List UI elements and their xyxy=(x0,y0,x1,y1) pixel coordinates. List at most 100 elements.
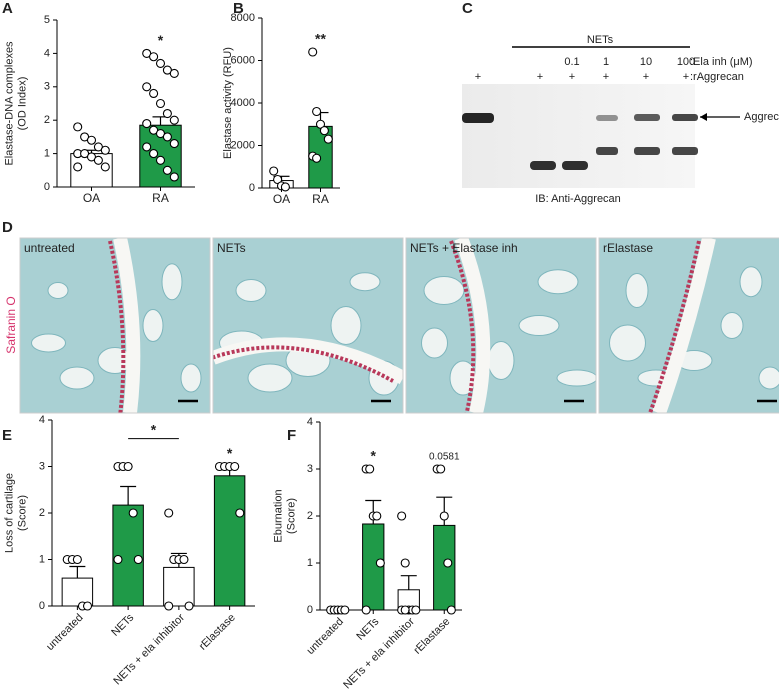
x-tick-label: untreated xyxy=(305,616,346,657)
marrow-space xyxy=(487,341,515,380)
data-point xyxy=(128,508,138,518)
joint-space xyxy=(454,238,491,413)
data-point xyxy=(375,558,385,568)
y-tick-label: 4 xyxy=(307,416,313,428)
data-point xyxy=(164,601,174,611)
data-point xyxy=(100,145,110,155)
blot-row-label: :rAggrecan xyxy=(690,71,744,83)
marrow-space xyxy=(330,306,362,345)
data-point xyxy=(230,461,240,472)
cartilage-edge xyxy=(213,345,394,383)
lane-conc: 1 xyxy=(603,56,609,68)
data-point xyxy=(149,52,159,62)
y-tick-label: 6000 xyxy=(231,54,255,66)
data-point xyxy=(169,139,179,149)
data-point xyxy=(411,605,421,615)
panel-label: F xyxy=(287,427,296,444)
data-point xyxy=(149,88,159,99)
image-border xyxy=(212,237,404,414)
data-point xyxy=(372,511,382,521)
cartilage-edge xyxy=(449,240,476,413)
marrow-space xyxy=(247,363,293,393)
y-axis-label: Loss of cartilage(Score) xyxy=(3,473,28,553)
data-point xyxy=(100,162,110,172)
data-point xyxy=(184,601,194,611)
x-tick-label: NETs xyxy=(109,611,136,638)
lane-mark: + xyxy=(603,71,609,83)
data-point xyxy=(72,554,82,565)
blot-bands xyxy=(462,113,698,170)
y-tick-label: 3 xyxy=(307,463,313,475)
data-point xyxy=(340,605,350,615)
bar xyxy=(213,475,246,607)
data-point xyxy=(400,558,410,568)
y-tick-label: 0 xyxy=(39,600,45,612)
blot-membrane xyxy=(462,84,695,188)
marrow-space xyxy=(609,324,646,362)
data-point xyxy=(439,511,449,521)
marrow-space xyxy=(142,309,164,342)
data-point xyxy=(443,558,453,568)
marrow-space xyxy=(625,273,649,308)
marrow-space xyxy=(720,312,744,339)
y-axis-label-line: Elastase-DNA complexes xyxy=(3,41,15,166)
data-point xyxy=(142,142,152,152)
data-point xyxy=(169,115,179,125)
y-tick-label: 3 xyxy=(44,81,50,93)
band xyxy=(634,114,660,121)
marrow-space xyxy=(421,327,448,359)
y-tick-label: 0 xyxy=(307,604,313,616)
annotation: ** xyxy=(315,31,326,47)
data-point xyxy=(155,58,166,68)
bar xyxy=(163,566,195,607)
marrow-space xyxy=(537,269,579,295)
y-axis-label-line: Elastase activity (RFU) xyxy=(222,47,234,159)
band xyxy=(530,161,556,170)
x-tick-label: rElastase xyxy=(412,616,453,657)
data-point xyxy=(273,174,283,185)
y-axis-label-line: (OD Index) xyxy=(16,77,28,131)
lane-mark: + xyxy=(683,71,689,83)
data-point xyxy=(164,508,174,518)
image-border xyxy=(598,237,779,414)
data-point xyxy=(308,47,318,57)
data-point xyxy=(365,464,375,474)
stain-label: Safranin O xyxy=(4,296,18,353)
histology-image xyxy=(20,238,210,413)
annotation: 0.0581 xyxy=(429,452,460,463)
histology-label: rElastase xyxy=(603,241,653,255)
x-tick-label: untreated xyxy=(44,612,85,653)
tissue-bg xyxy=(20,238,210,413)
histology-image xyxy=(406,238,596,413)
lane-conc: 0.1 xyxy=(564,56,579,68)
y-tick-label: 0 xyxy=(249,182,255,194)
marrow-space xyxy=(235,279,267,302)
data-point xyxy=(155,155,166,165)
band xyxy=(462,113,494,123)
data-point xyxy=(86,135,97,145)
band-label: Aggrecan xyxy=(744,111,779,123)
cartilage-edge xyxy=(108,240,126,413)
x-tick-label: RA xyxy=(152,191,169,205)
data-point xyxy=(312,153,322,163)
data-point xyxy=(179,554,189,565)
data-point xyxy=(323,134,333,144)
marrow-space xyxy=(161,263,183,301)
data-point xyxy=(142,82,152,92)
x-tick-label: rElastase xyxy=(197,612,238,653)
histology-image xyxy=(213,238,403,413)
data-point xyxy=(73,162,83,172)
y-tick-label: 2 xyxy=(39,507,45,519)
y-axis-label-line: (Score) xyxy=(16,495,28,531)
y-tick-label: 1 xyxy=(307,557,313,569)
y-tick-label: 4 xyxy=(44,47,50,59)
joint-space xyxy=(652,238,716,413)
data-point xyxy=(312,106,322,117)
data-point xyxy=(269,166,279,176)
y-tick-label: 4000 xyxy=(231,97,255,109)
arrow-head xyxy=(700,113,707,121)
data-point xyxy=(400,605,410,615)
data-point xyxy=(280,182,290,192)
